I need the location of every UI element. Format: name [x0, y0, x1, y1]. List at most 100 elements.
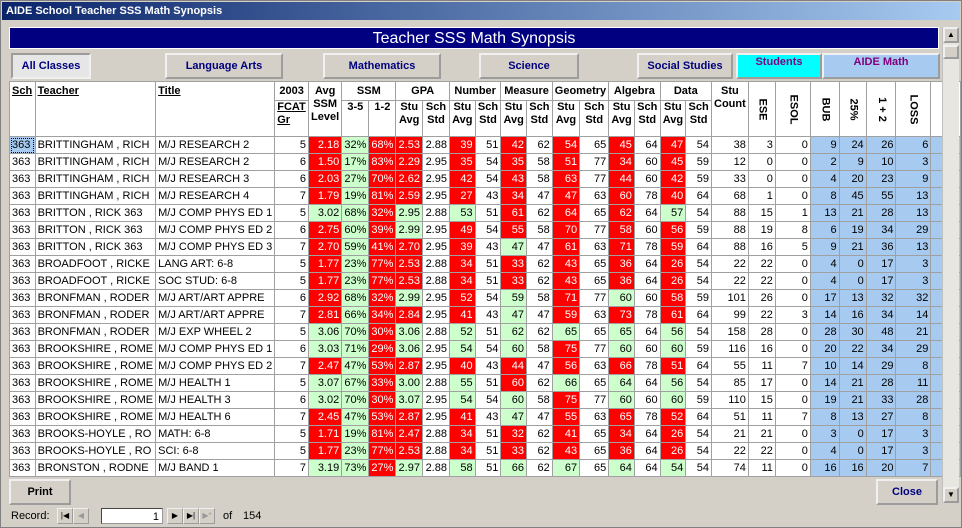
table-cell: 363 [9, 221, 36, 239]
table-cell: 35 [500, 153, 527, 171]
table-cell: M/J EXP WHEEL 2 [155, 323, 276, 341]
table-cell: 1.71 [308, 425, 343, 443]
table-cell: 27 [865, 408, 897, 426]
table-cell: 65 [579, 255, 610, 273]
table-cell: 1.50 [308, 153, 343, 171]
table-cell: 54 [685, 272, 712, 290]
table-cell: 70% [341, 391, 370, 409]
table-cell: 2.84 [395, 306, 423, 324]
table-cell: 363 [9, 289, 36, 307]
table-cell: 51 [474, 323, 502, 341]
table-cell: 70% [368, 170, 397, 188]
table-cell: M/J ART/ART APPRE [155, 289, 276, 307]
table-cell: 68% [368, 136, 397, 154]
scroll-thumb[interactable] [943, 45, 959, 59]
tab-button[interactable]: Students [736, 53, 822, 79]
table-cell: 81% [368, 187, 397, 205]
table-cell: 54 [685, 323, 712, 341]
tab-button[interactable]: Science [479, 53, 579, 79]
table-cell: 26 [659, 425, 687, 443]
table-cell: SCI: 6-8 [155, 442, 276, 460]
scroll-up[interactable]: ▲ [943, 27, 959, 43]
table-cell: 363 [9, 238, 36, 256]
table-cell: 363 [9, 442, 36, 460]
column-header: Sch [9, 81, 36, 137]
new-record[interactable]: ▶* [199, 508, 215, 524]
table-cell: BRITTINGHAM , RICH [34, 153, 157, 171]
table-cell: 32% [368, 204, 397, 222]
table-cell: 65 [579, 374, 610, 392]
scrollbar[interactable]: ▲ ▼ [942, 27, 959, 503]
table-cell: 2.70 [395, 238, 423, 256]
tab-button[interactable]: AIDE Math [822, 53, 940, 79]
table-cell: 2.70 [308, 238, 343, 256]
table-cell: 78 [633, 187, 661, 205]
table-cell: 0 [774, 136, 811, 154]
table-cell: 101 [710, 289, 749, 307]
data-row: 363 BROOKS-HOYLE , RO MATH: 6-8 5 1.71 19% 81%… [9, 425, 961, 443]
sub-header: Sch Std [526, 100, 553, 137]
table-cell: 2.95 [421, 357, 450, 375]
table-cell: 4 [809, 255, 840, 273]
table-cell: 26 [865, 136, 897, 154]
table-cell: 56 [659, 323, 687, 341]
table-cell: 3.06 [308, 323, 343, 341]
table-cell: 8 [895, 357, 932, 375]
table-cell: 11 [895, 374, 932, 392]
table-cell: 47 [526, 187, 553, 205]
table-cell: 39 [448, 136, 476, 154]
data-row: 363 BROOKSHIRE , ROME M/J HEALTH 1 5 3.07 67%… [9, 374, 961, 392]
table-cell: 2.95 [421, 153, 450, 171]
table-cell: 59 [500, 289, 527, 307]
table-cell: 65 [608, 408, 635, 426]
table-cell: 57 [659, 204, 687, 222]
column-header: Avg SSM Level [308, 81, 343, 137]
table-cell: 116 [710, 340, 749, 358]
table-cell: 32% [368, 289, 397, 307]
table-cell: 65 [579, 425, 610, 443]
table-cell: BROOKSHIRE , ROME [34, 374, 157, 392]
table-cell: 54 [685, 459, 712, 477]
table-cell: 45 [838, 187, 867, 205]
column-header-text: 1 + 2 [875, 96, 888, 122]
sub-header: Stu Avg [395, 100, 423, 137]
table-cell: 30% [368, 323, 397, 341]
table-cell: 70 [551, 221, 581, 239]
table-cell: 62 [526, 323, 553, 341]
table-cell: LANG ART: 6-8 [155, 255, 276, 273]
table-cell: 43 [500, 170, 527, 188]
table-cell: 14 [838, 357, 867, 375]
table-cell: 60 [633, 289, 661, 307]
table-cell: 5 [274, 136, 310, 154]
record-of: of [223, 510, 233, 522]
table-cell: BROOKSHIRE , ROME [34, 340, 157, 358]
scroll-down[interactable]: ▼ [943, 487, 959, 503]
data-row: 363 BRITTINGHAM , RICH M/J RESEARCH 4 7 1.79… [9, 187, 961, 205]
table-cell: 64 [608, 459, 635, 477]
last-record[interactable]: ▶| [183, 508, 199, 524]
table-cell: 54 [685, 255, 712, 273]
table-cell: 33% [368, 374, 397, 392]
tab-button[interactable]: Language Arts [165, 53, 283, 79]
table-cell: 2.88 [421, 136, 450, 154]
first-record[interactable]: |◀ [57, 508, 73, 524]
table-cell: 21 [895, 323, 932, 341]
prev-record[interactable]: ◀ [73, 508, 89, 524]
table-cell: 58 [659, 289, 687, 307]
record-input[interactable]: 1 [101, 508, 163, 524]
tab-button[interactable]: Mathematics [323, 53, 441, 79]
table-cell: 2.99 [395, 289, 423, 307]
table-cell: 363 [9, 357, 36, 375]
tab-button[interactable]: All Classes [11, 53, 91, 79]
tab-button[interactable]: Social Studies [637, 53, 733, 79]
table-cell: 51 [474, 272, 502, 290]
print-button[interactable]: Print [9, 479, 71, 505]
sub-header: 1-2 [368, 100, 397, 137]
data-row: 363 BROADFOOT , RICKE LANG ART: 6-8 5 1.77 23… [9, 255, 961, 273]
next-record[interactable]: ▶ [167, 508, 183, 524]
sub-header: Sch Std [474, 100, 502, 137]
table-cell: M/J COMP PHYS ED 1 [155, 340, 276, 358]
table-cell: 62 [526, 272, 553, 290]
close-button[interactable]: Close [876, 479, 938, 505]
